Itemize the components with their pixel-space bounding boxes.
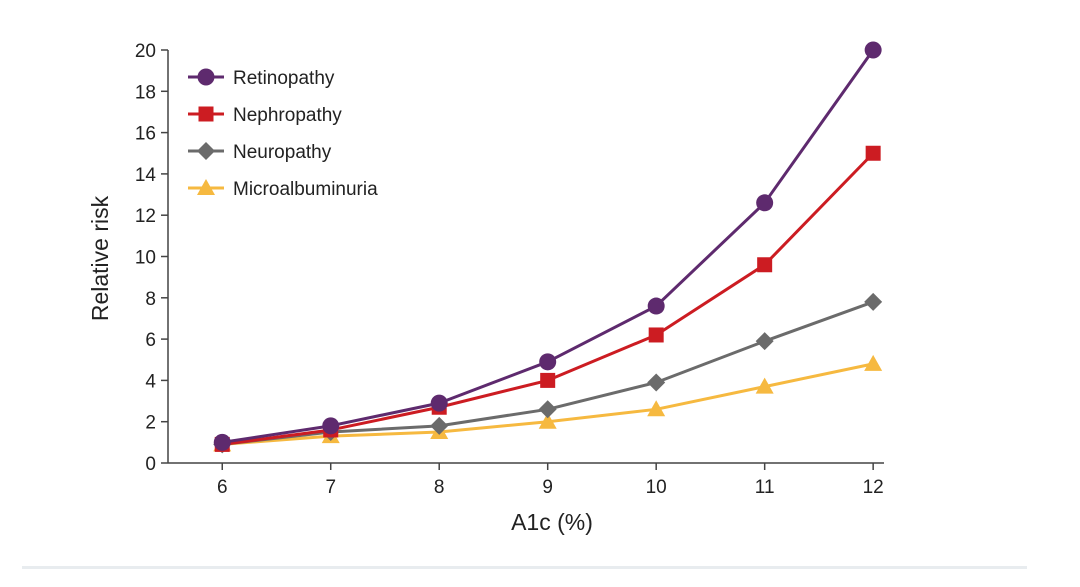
legend-item-microalbuminuria: Microalbuminuria (188, 179, 378, 200)
x-axis-title: A1c (%) (511, 509, 593, 535)
axes: 0 2 4 6 8 10 12 14 16 18 20 6 7 8 9 10 11 12 (135, 41, 884, 498)
x-tick-label: 11 (755, 477, 775, 498)
legend-marker-nephropathy (198, 106, 214, 122)
x-tick-label: 10 (646, 477, 667, 498)
data-point-nephropathy (865, 145, 881, 161)
data-point-retinopathy (756, 194, 774, 212)
data-point-retinopathy (647, 297, 665, 315)
legend-marker-neuropathy (197, 142, 215, 160)
y-tick-label: 2 (145, 413, 156, 434)
data-point-neuropathy (538, 400, 557, 419)
x-tick-label: 6 (217, 477, 228, 498)
x-tick-label: 12 (863, 477, 884, 498)
legend-label: Neuropathy (233, 142, 332, 163)
data-point-microalbuminuria (864, 354, 883, 371)
series-retinopathy (213, 41, 882, 451)
data-point-retinopathy (322, 417, 340, 435)
x-axis-ticks: 6 7 8 9 10 11 12 (217, 463, 884, 498)
legend: Retinopathy Nephropathy Neuropathy Microalb… (188, 68, 378, 200)
data-point-retinopathy (539, 353, 557, 371)
y-tick-label: 0 (145, 454, 156, 475)
legend-label: Nephropathy (233, 105, 342, 126)
legend-item-nephropathy: Nephropathy (188, 105, 342, 126)
legend-label: Microalbuminuria (233, 179, 378, 200)
data-point-neuropathy (647, 373, 666, 392)
y-tick-label: 10 (135, 248, 156, 269)
y-tick-label: 4 (145, 371, 156, 392)
y-tick-label: 12 (135, 206, 156, 227)
data-point-retinopathy (430, 394, 448, 412)
series-layer (213, 41, 883, 454)
y-axis-title: Relative risk (87, 195, 113, 321)
data-point-neuropathy (430, 416, 449, 435)
data-point-retinopathy (864, 41, 882, 59)
data-point-microalbuminuria (755, 377, 774, 394)
data-point-microalbuminuria (647, 400, 666, 417)
data-point-nephropathy (540, 372, 556, 388)
y-axis-ticks: 0 2 4 6 8 10 12 14 16 18 20 (135, 41, 168, 475)
legend-marker-retinopathy (197, 68, 215, 86)
x-tick-label: 8 (434, 477, 445, 498)
data-point-nephropathy (757, 257, 773, 273)
y-tick-label: 6 (145, 330, 156, 351)
x-tick-label: 7 (325, 477, 336, 498)
data-point-neuropathy (864, 292, 883, 311)
legend-label: Retinopathy (233, 68, 335, 89)
footer-divider (22, 566, 1027, 569)
y-tick-label: 8 (145, 289, 156, 310)
y-tick-label: 16 (135, 124, 156, 145)
x-tick-label: 9 (542, 477, 553, 498)
y-tick-label: 14 (135, 165, 157, 186)
data-point-microalbuminuria (538, 412, 557, 429)
data-point-neuropathy (755, 332, 774, 351)
legend-item-retinopathy: Retinopathy (188, 68, 335, 89)
legend-marker-microalbuminuria (197, 179, 215, 195)
y-tick-label: 18 (135, 82, 156, 103)
y-tick-label: 20 (135, 41, 156, 62)
data-point-nephropathy (648, 327, 664, 343)
legend-item-neuropathy: Neuropathy (188, 142, 332, 163)
data-point-retinopathy (213, 433, 231, 451)
